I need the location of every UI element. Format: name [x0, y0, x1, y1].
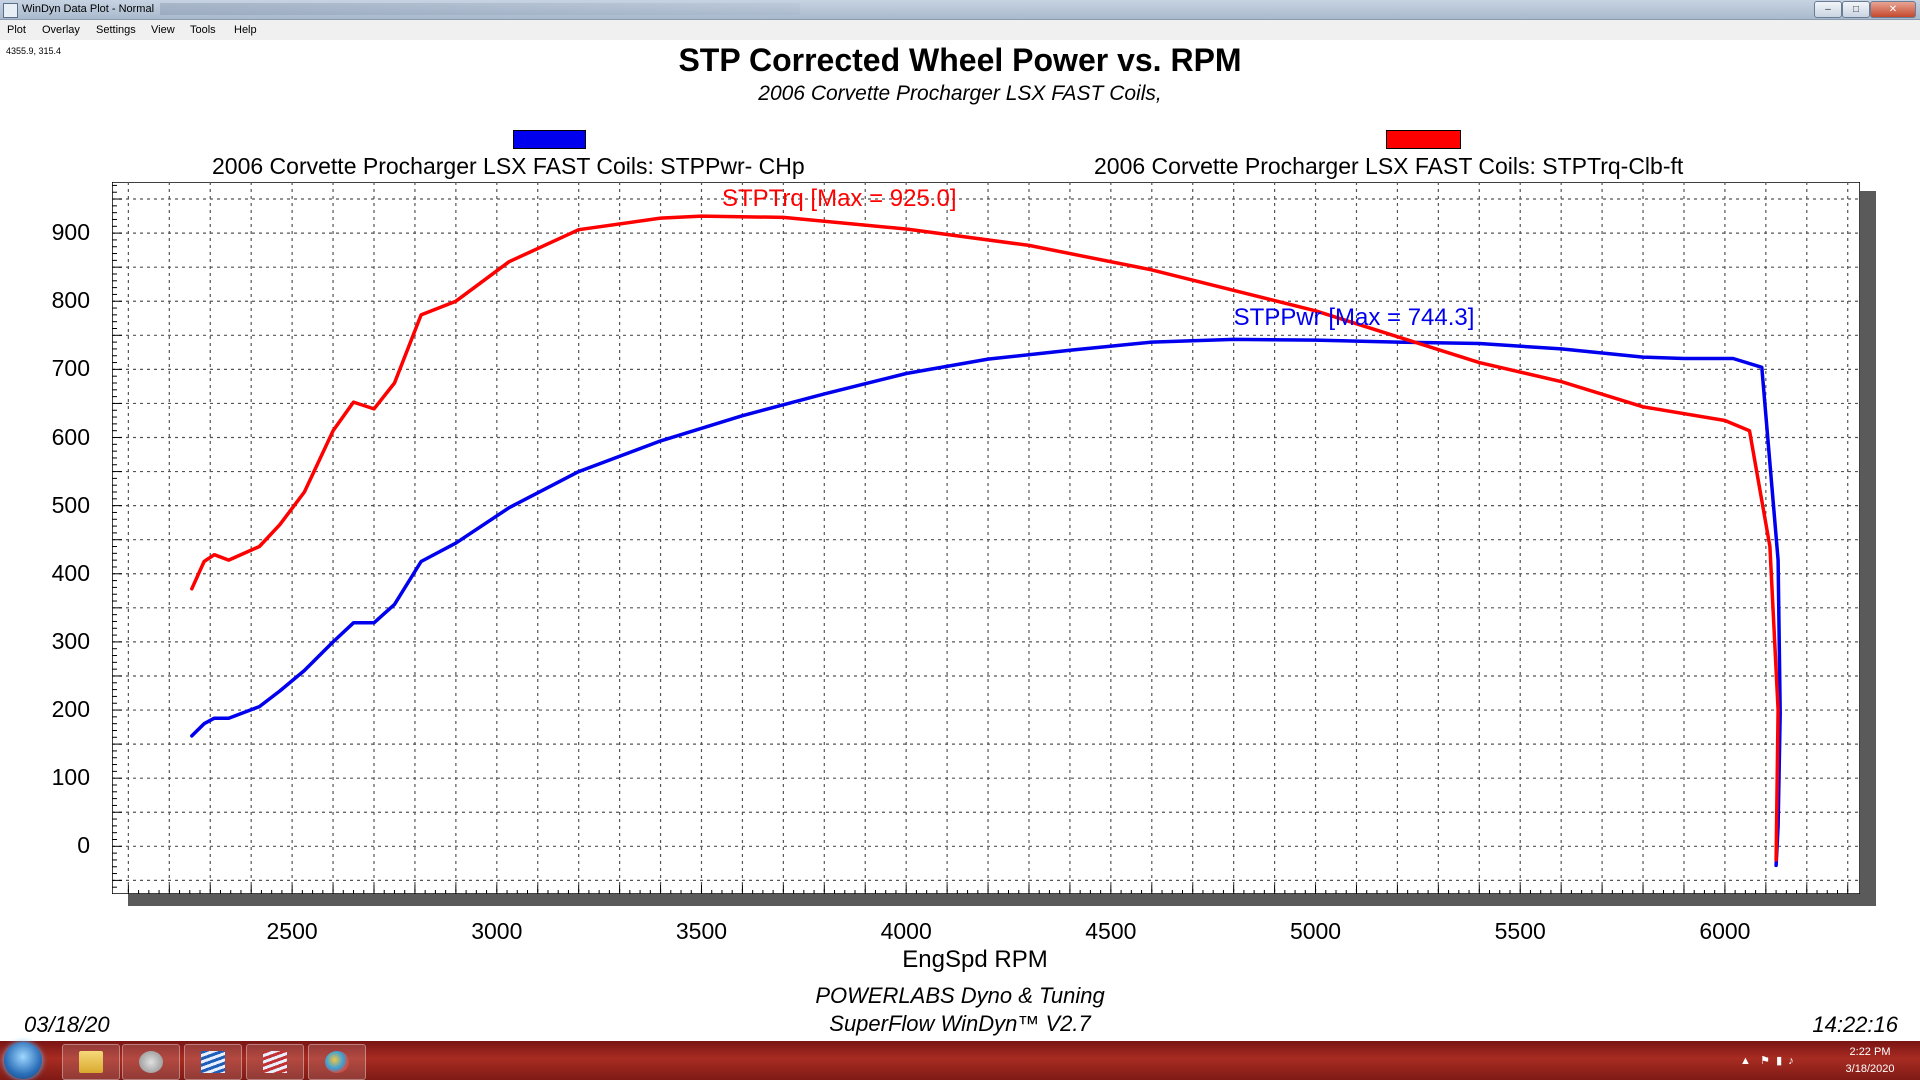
system-tray: ▲ ⚑ ▮ ♪ — [1740, 1054, 1794, 1067]
run-date: 03/18/20 — [24, 1012, 110, 1037]
legend-swatch-torque — [1386, 130, 1461, 149]
tray-arrow-icon[interactable]: ▲ — [1740, 1055, 1751, 1067]
x-axis-label: EngSpd RPM — [902, 946, 1048, 973]
run-time: 14:22:16 — [1812, 1012, 1898, 1037]
y-tick-label: 0 — [77, 832, 90, 859]
cursor-readout: 4355.9, 315.4 — [6, 46, 62, 56]
chart-subtitle: 2006 Corvette Procharger LSX FAST Coils, — [758, 82, 1162, 105]
y-tick-label: 800 — [51, 287, 90, 314]
series-lines — [190, 214, 1782, 868]
menu-bar: Plot Overlay Settings View Tools Help — [0, 20, 1920, 40]
legend-label-torque: 2006 Corvette Procharger LSX FAST Coils:… — [1094, 153, 1684, 179]
footer-shop-name: POWERLABS Dyno & Tuning — [815, 983, 1105, 1008]
y-tick-label: 600 — [51, 423, 90, 450]
volume-icon[interactable]: ♪ — [1788, 1055, 1794, 1067]
menu-view[interactable]: View — [151, 24, 175, 36]
x-tick-label: 3500 — [675, 918, 728, 944]
window-title: WinDyn Data Plot - Normal — [22, 3, 155, 15]
chart-title: STP Corrected Wheel Power vs. RPM — [678, 42, 1242, 78]
y-tick-label: 400 — [51, 559, 90, 586]
paint-brush-icon[interactable] — [122, 1044, 180, 1080]
x-tick-label: 4000 — [880, 918, 932, 944]
menu-tools[interactable]: Tools — [190, 24, 216, 36]
grid — [112, 182, 1860, 894]
minimize-button[interactable]: – — [1814, 1, 1842, 18]
y-tick-label: 200 — [51, 696, 90, 723]
annotation-torque-max: STPTrq [Max = 925.0] — [722, 185, 957, 212]
close-button[interactable]: ✕ — [1870, 1, 1916, 18]
titlebar-ghost-text — [160, 3, 800, 15]
y-tick-label: 900 — [51, 219, 90, 246]
clock-time[interactable]: 2:22 PM — [1849, 1046, 1891, 1058]
windyn-plot-icon[interactable] — [246, 1044, 304, 1080]
maximize-button[interactable]: □ — [1842, 1, 1870, 18]
menu-overlay[interactable]: Overlay — [42, 24, 80, 36]
x-tick-label: 3000 — [471, 918, 523, 944]
x-tick-label: 2500 — [266, 918, 318, 944]
legend-swatch-power — [513, 130, 586, 149]
series-line-power — [190, 337, 1782, 868]
menu-plot[interactable]: Plot — [7, 24, 26, 36]
menu-help[interactable]: Help — [234, 24, 257, 36]
x-tick-label: 5000 — [1289, 918, 1342, 944]
x-tick-label: 4500 — [1085, 918, 1137, 944]
flag-icon[interactable]: ⚑ — [1760, 1055, 1770, 1067]
plot-area: STPPwr [Max = 744.3] STPTrq [Max = 925.0] — [112, 182, 1860, 894]
menu-settings[interactable]: Settings — [96, 24, 136, 36]
app-icon — [3, 3, 18, 18]
start-button[interactable] — [4, 1042, 42, 1079]
y-tick-label: 700 — [51, 355, 90, 382]
palette-icon[interactable] — [308, 1044, 366, 1080]
network-icon[interactable]: ▮ — [1776, 1055, 1783, 1067]
footer-software-version: SuperFlow WinDyn™ V2.7 — [829, 1011, 1091, 1036]
y-tick-label: 100 — [51, 764, 90, 791]
clock-date[interactable]: 3/18/2020 — [1845, 1063, 1895, 1075]
folder-icon[interactable] — [62, 1044, 120, 1080]
annotation-power-max: STPPwr [Max = 744.3] — [1234, 304, 1475, 331]
series-line-torque — [190, 214, 1780, 862]
windyn-icon[interactable] — [184, 1044, 242, 1080]
x-tick-label: 5500 — [1494, 918, 1546, 944]
window-titlebar: WinDyn Data Plot - Normal – □ ✕ — [0, 0, 1920, 20]
legend-label-power: 2006 Corvette Procharger LSX FAST Coils:… — [212, 153, 805, 179]
y-tick-label: 500 — [51, 491, 90, 518]
y-tick-label: 300 — [51, 627, 90, 654]
series-annotations: STPPwr [Max = 744.3] STPTrq [Max = 925.0] — [722, 185, 1474, 331]
x-tick-label: 6000 — [1699, 918, 1751, 944]
taskbar — [0, 1041, 1920, 1080]
